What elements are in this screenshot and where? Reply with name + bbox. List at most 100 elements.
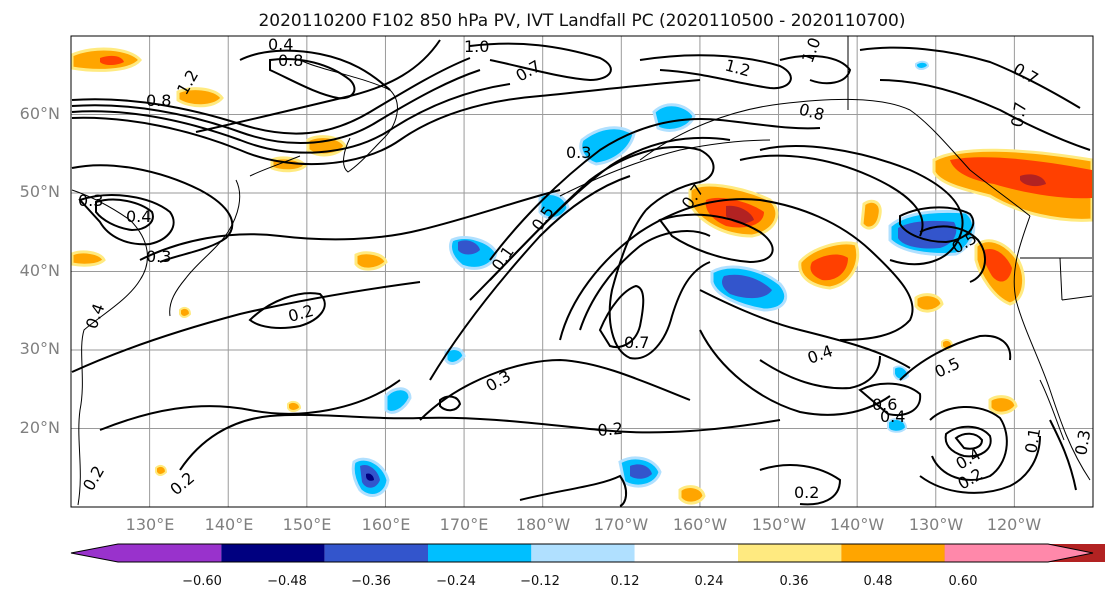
contour-label: 0.8 — [278, 51, 303, 70]
coastline-kuril — [249, 155, 301, 177]
anomaly-patch — [538, 192, 570, 220]
shaded-anomalies — [71, 47, 1093, 505]
colorbar-segment — [841, 544, 945, 562]
anomaly-patch — [444, 347, 466, 365]
colorbar-tick-label: −0.36 — [351, 574, 391, 589]
lat-label: 30°N — [20, 339, 60, 358]
contour-line — [699, 329, 891, 416]
contour-line — [469, 42, 612, 82]
colorbar-segment — [531, 544, 635, 562]
contour-line — [469, 146, 715, 301]
contour-line — [419, 358, 691, 421]
contour-line — [78, 194, 175, 246]
anomaly-patch — [914, 293, 944, 313]
longitude-labels: 130°E 140°E 150°E 160°E 170°E 180°W 170°… — [126, 515, 1042, 534]
contour-label: 0.4 — [268, 35, 293, 54]
colorbar-segment — [428, 544, 532, 562]
colorbar-segment — [324, 544, 428, 562]
plot-title: 2020110200 F102 850 hPa PV, IVT Landfall… — [258, 11, 905, 31]
contour-line — [919, 225, 986, 283]
colorbar-segment — [221, 544, 325, 562]
anomaly-patch — [354, 251, 388, 271]
lat-label: 60°N — [20, 104, 60, 123]
contour-line — [954, 432, 984, 450]
colorbar-outline — [70, 543, 1094, 563]
colorbar-tick-label: −0.60 — [182, 574, 222, 589]
contour-line — [439, 395, 462, 412]
gridlines — [71, 36, 1093, 507]
contour-line — [598, 284, 645, 348]
anomaly-patch — [458, 240, 480, 255]
contour-label: 0.3 — [78, 191, 103, 210]
lat-label: 50°N — [20, 182, 60, 201]
contour-line — [139, 189, 561, 261]
latitude-labels: 60°N 50°N 40°N 30°N 20°N — [20, 104, 60, 437]
colorbar-tick-label: 0.24 — [695, 574, 724, 589]
colorbar-tick-label: −0.48 — [267, 574, 307, 589]
contour-label: 0.3 — [146, 247, 171, 266]
anomaly-patch — [179, 306, 192, 318]
anomaly-patch — [155, 464, 168, 476]
contour-line — [71, 164, 234, 263]
contour-label: 0.6 — [872, 395, 897, 414]
map-frame — [70, 35, 1094, 508]
colorbar-segment — [738, 544, 842, 562]
contour-line — [608, 209, 711, 360]
colorbar-tick-label: 0.36 — [780, 574, 809, 589]
colorbar-segment — [71, 544, 222, 562]
lon-label: 150°E — [283, 515, 332, 534]
contour-label: 0.1 — [1021, 426, 1044, 454]
anomaly-patch — [887, 418, 908, 433]
lon-label: 130°W — [909, 515, 964, 534]
border-line — [1020, 257, 1093, 301]
anomaly-patch — [988, 395, 1018, 415]
contour-line — [859, 46, 1081, 109]
contour-label: 0.4 — [880, 407, 905, 426]
coastline-alaska — [639, 98, 1031, 217]
anomaly-patch — [630, 464, 652, 479]
contour-line — [1049, 419, 1077, 491]
lon-label: 180°W — [516, 515, 571, 534]
contour-line — [739, 154, 924, 237]
contour-line — [879, 79, 1091, 151]
map-panel: 1.0 0.4 0.8 1.2 0.8 0.7 1.2 1.0 0.7 0.3 … — [70, 35, 1094, 508]
anomaly-patch — [1020, 174, 1046, 187]
contour-label: 0.4 — [126, 207, 151, 226]
coastline-north-america — [1013, 215, 1091, 481]
colorbar-segment — [634, 544, 738, 562]
contour-line — [519, 474, 627, 507]
contour-line — [899, 206, 975, 244]
coastline-japan — [169, 179, 241, 317]
contour-line — [699, 289, 911, 369]
anomaly-patch — [722, 274, 772, 299]
contour-line — [248, 292, 326, 329]
anomaly-patch — [287, 400, 302, 412]
lon-label: 170°W — [594, 515, 649, 534]
contour-line — [71, 281, 421, 373]
lon-label: 120°W — [987, 515, 1042, 534]
lon-label: 170°E — [440, 515, 489, 534]
lon-label: 140°W — [830, 515, 885, 534]
anomaly-patch — [366, 473, 374, 481]
contour-line — [759, 145, 964, 266]
anomaly-patch — [176, 87, 224, 108]
colorbar-tick-label: 0.60 — [949, 574, 978, 589]
contour-line — [944, 425, 992, 458]
contour-line — [579, 230, 711, 331]
anomaly-patch — [983, 248, 1012, 282]
contour-label: 0.8 — [146, 91, 171, 110]
contour-line — [179, 413, 781, 471]
coastline-kamchatka — [299, 59, 398, 173]
contour-line — [779, 54, 852, 85]
contour-label: 0.7 — [624, 333, 649, 352]
contour-line — [71, 79, 701, 166]
lon-label: 140°E — [205, 515, 254, 534]
contour-line — [71, 83, 511, 154]
colorbar-tick-label: 0.48 — [864, 574, 893, 589]
coastline-asia — [71, 189, 148, 506]
contour-line — [71, 57, 471, 135]
lon-label: 130°E — [126, 515, 175, 534]
contour-line — [858, 382, 922, 416]
contour-label: 0.2 — [794, 483, 819, 502]
colorbar-segment — [944, 544, 1093, 562]
